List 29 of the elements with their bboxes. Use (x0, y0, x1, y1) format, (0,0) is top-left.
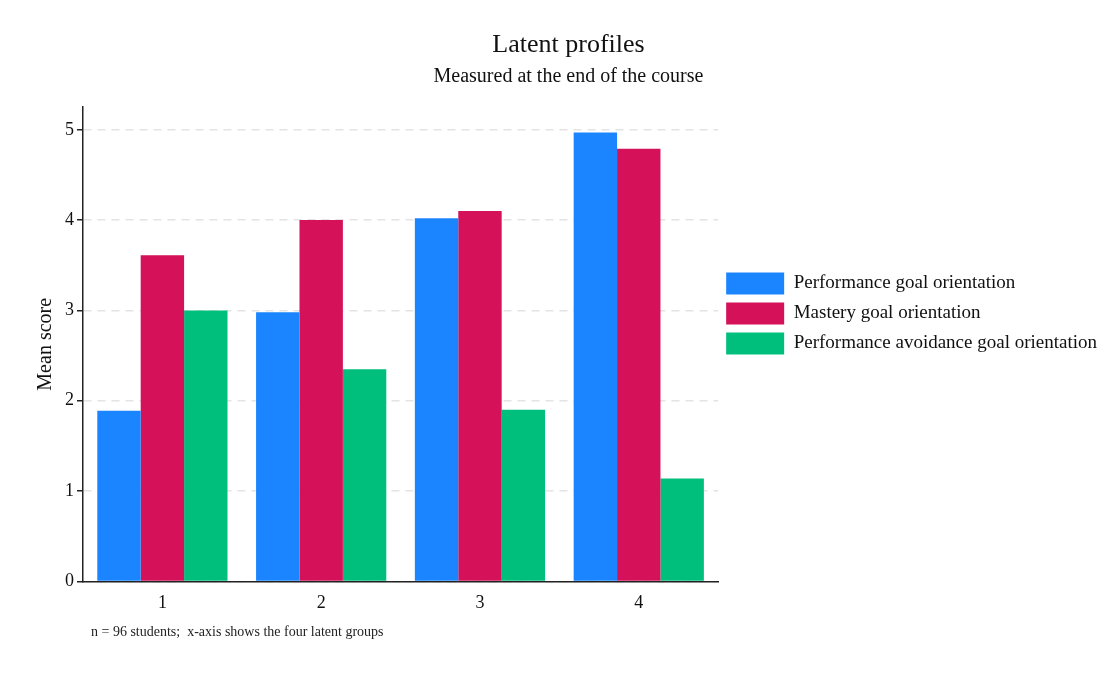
chart-subtitle: Measured at the end of the course (433, 64, 704, 87)
x-tick-label: 4 (634, 591, 644, 612)
x-tick-label: 2 (316, 591, 326, 612)
y-tick-label: 0 (65, 570, 74, 591)
y-tick-label: 5 (65, 118, 74, 139)
bar (617, 148, 661, 581)
bar (140, 255, 185, 581)
x-tick-label: 3 (475, 591, 485, 612)
legend-label: Performance goal orientation (793, 271, 1016, 293)
bar (256, 312, 300, 581)
bar (573, 132, 618, 581)
text: n = 96 students; x-axis shows the four latent groups (91, 624, 384, 640)
bar (414, 218, 459, 581)
y-tick-label: 1 (65, 479, 74, 500)
y-tick-label: 3 (65, 299, 74, 320)
x-tick-label: 1 (157, 591, 167, 612)
legend-label: Performance avoidance goal orientation (793, 331, 1098, 353)
bar (342, 369, 387, 581)
y-tick-label: 4 (65, 208, 74, 229)
bar (660, 478, 704, 581)
bar (97, 410, 141, 581)
bar (184, 310, 228, 581)
bar (458, 211, 502, 581)
y-axis-title: Mean score (33, 297, 56, 391)
y-tick-label: 2 (65, 389, 74, 410)
bar (501, 409, 546, 581)
legend-label: Mastery goal orientation (793, 301, 981, 323)
chart-title: Latent profiles (492, 29, 645, 59)
bar (299, 220, 343, 581)
